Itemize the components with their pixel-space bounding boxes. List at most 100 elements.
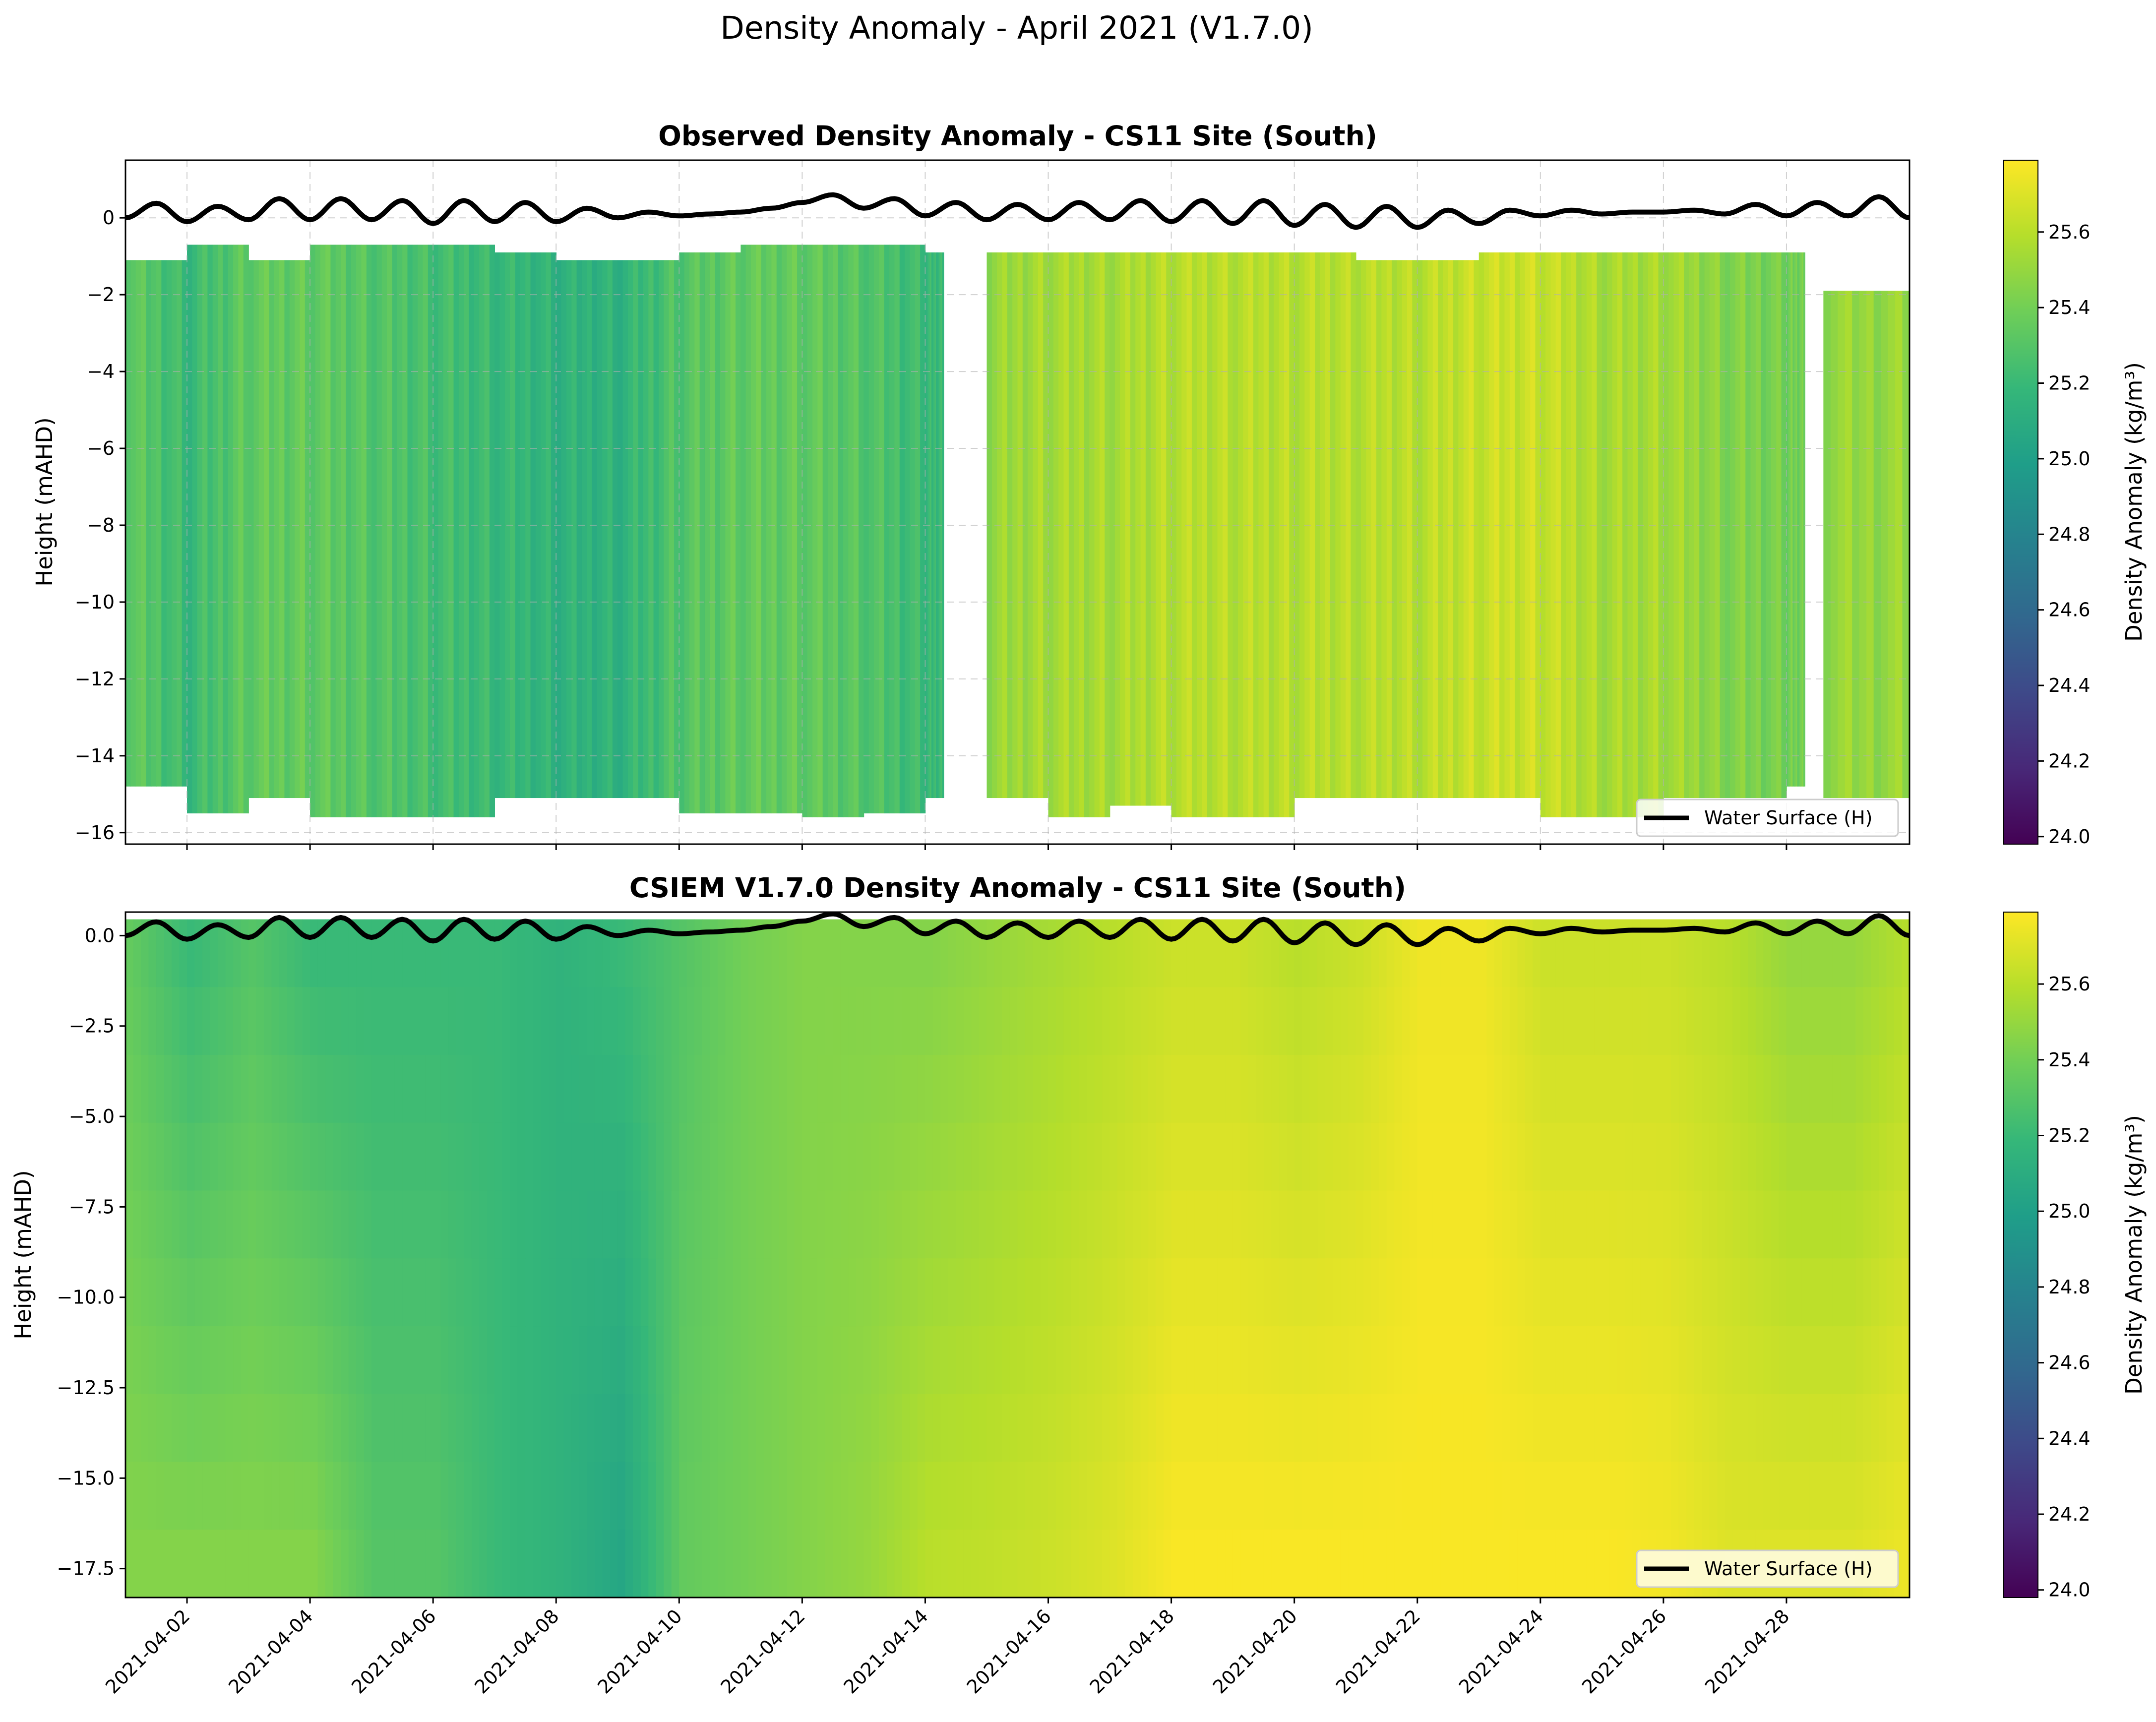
observed-heat-cell bbox=[704, 252, 711, 814]
observed-heat-cell bbox=[325, 245, 331, 817]
observed-heat-cell bbox=[1346, 252, 1352, 799]
model-heat-cell bbox=[1133, 1394, 1141, 1463]
observed-heat-cell bbox=[932, 252, 935, 799]
model-title: CSIEM V1.7.0 Density Anomaly - CS11 Site… bbox=[629, 872, 1406, 904]
model-heat-cell bbox=[825, 1462, 834, 1531]
model-heat-cell bbox=[1555, 1394, 1564, 1463]
model-heat-cell bbox=[510, 1055, 518, 1123]
model-heat-cell bbox=[1217, 1190, 1226, 1259]
model-heat-cell bbox=[187, 1190, 195, 1259]
model-heat-cell bbox=[656, 1055, 665, 1123]
model-heat-cell bbox=[1871, 1122, 1879, 1191]
model-heat-cell bbox=[194, 987, 203, 1055]
model-heat-cell bbox=[1602, 987, 1610, 1055]
model-heat-cell bbox=[141, 1055, 149, 1123]
model-heat-cell bbox=[1533, 1462, 1541, 1531]
model-heat-cell bbox=[1340, 1394, 1349, 1463]
model-heat-cell bbox=[1240, 1394, 1249, 1463]
observed-heat-cell bbox=[264, 260, 270, 799]
model-heat-cell bbox=[1225, 1326, 1233, 1395]
model-heat-cell bbox=[656, 1190, 665, 1259]
model-heat-cell bbox=[295, 987, 303, 1055]
model-heat-cell bbox=[602, 1530, 611, 1598]
model-heat-cell bbox=[1417, 1190, 1426, 1259]
model-heat-cell bbox=[1848, 1190, 1856, 1259]
model-heat-cell bbox=[287, 1055, 295, 1123]
model-heat-cell bbox=[1863, 1258, 1872, 1327]
observed-heat-cell bbox=[238, 245, 244, 814]
model-heat-cell bbox=[1709, 1462, 1718, 1531]
model-heat-cell bbox=[1402, 1326, 1411, 1395]
model-heat-cell bbox=[148, 1122, 157, 1191]
model-heat-cell bbox=[1663, 1190, 1672, 1259]
model-heat-cell bbox=[902, 1326, 911, 1395]
observed-heat-cell bbox=[576, 260, 582, 799]
model-heat-cell bbox=[925, 987, 933, 1055]
model-heat-cell bbox=[210, 1326, 218, 1395]
model-heat-cell bbox=[1432, 1530, 1441, 1598]
model-heat-cell bbox=[1448, 1122, 1457, 1191]
model-heat-cell bbox=[625, 919, 634, 988]
model-heat-cell bbox=[779, 1258, 788, 1327]
model-heat-cell bbox=[218, 1190, 226, 1259]
model-heat-cell bbox=[1579, 1122, 1587, 1191]
model-heat-cell bbox=[587, 919, 595, 988]
model-heat-cell bbox=[1025, 1055, 1034, 1123]
model-heat-cell bbox=[1579, 1258, 1587, 1327]
model-heat-cell bbox=[1410, 1190, 1418, 1259]
model-heat-cell bbox=[948, 1326, 957, 1395]
observed-heat-cell bbox=[243, 245, 249, 814]
model-heat-cell bbox=[218, 1530, 226, 1598]
observed-heat-cell bbox=[1540, 252, 1546, 817]
model-heat-cell bbox=[1725, 1055, 1733, 1123]
model-heat-cell bbox=[1263, 1190, 1272, 1259]
observed-heat-cell bbox=[1638, 252, 1644, 817]
model-heat-cell bbox=[740, 1394, 749, 1463]
model-heat-cell bbox=[1840, 1462, 1848, 1531]
model-heat-cell bbox=[940, 1055, 949, 1123]
model-heat-cell bbox=[410, 1258, 418, 1327]
model-heat-cell bbox=[594, 1394, 603, 1463]
model-heat-cell bbox=[1763, 1055, 1772, 1123]
model-heat-cell bbox=[1156, 1462, 1164, 1531]
model-heat-cell bbox=[371, 1055, 380, 1123]
model-heat-cell bbox=[1663, 1122, 1672, 1191]
model-heat-cell bbox=[679, 1326, 687, 1395]
model-heat-cell bbox=[1102, 1394, 1110, 1463]
model-heat-cell bbox=[617, 1055, 626, 1123]
model-heat-cell bbox=[202, 1258, 211, 1327]
observed-heat-cell bbox=[853, 245, 859, 817]
model-heat-cell bbox=[1625, 1258, 1633, 1327]
model-heat-cell bbox=[1079, 1326, 1087, 1395]
model-heat-cell bbox=[1217, 1258, 1226, 1327]
model-heat-cell bbox=[1102, 919, 1110, 988]
model-heat-cell bbox=[1164, 1122, 1172, 1191]
model-heat-cell bbox=[333, 1122, 341, 1191]
model-heat-cell bbox=[1555, 1326, 1564, 1395]
observed-heat-cell bbox=[571, 260, 577, 799]
model-heat-cell bbox=[902, 919, 911, 988]
model-heat-cell bbox=[1179, 1055, 1187, 1123]
observed-heat-cell bbox=[1525, 252, 1531, 799]
model-heat-cell bbox=[1386, 1122, 1395, 1191]
model-heat-cell bbox=[1363, 1530, 1372, 1598]
observed-heat-cell bbox=[1453, 260, 1459, 799]
model-heat-cell bbox=[1256, 987, 1264, 1055]
model-heat-cell bbox=[1063, 919, 1072, 988]
model-heat-cell bbox=[1671, 1258, 1679, 1327]
model-heat-cell bbox=[287, 1530, 295, 1598]
model-heat-cell bbox=[1586, 987, 1595, 1055]
observed-heat-cell bbox=[218, 245, 224, 814]
model-heat-cell bbox=[610, 1462, 618, 1531]
model-heat-cell bbox=[371, 1394, 380, 1463]
model-heat-cell bbox=[1071, 1055, 1080, 1123]
model-heat-cell bbox=[548, 919, 557, 988]
observed-heat-cell bbox=[392, 245, 398, 817]
model-heat-cell bbox=[694, 1190, 703, 1259]
model-heat-cell bbox=[425, 1055, 433, 1123]
model-heat-cell bbox=[725, 1190, 734, 1259]
model-heat-cell bbox=[264, 1326, 272, 1395]
model-heat-cell bbox=[471, 1055, 480, 1123]
model-heat-cell bbox=[510, 1326, 518, 1395]
model-heat-cell bbox=[717, 1055, 726, 1123]
